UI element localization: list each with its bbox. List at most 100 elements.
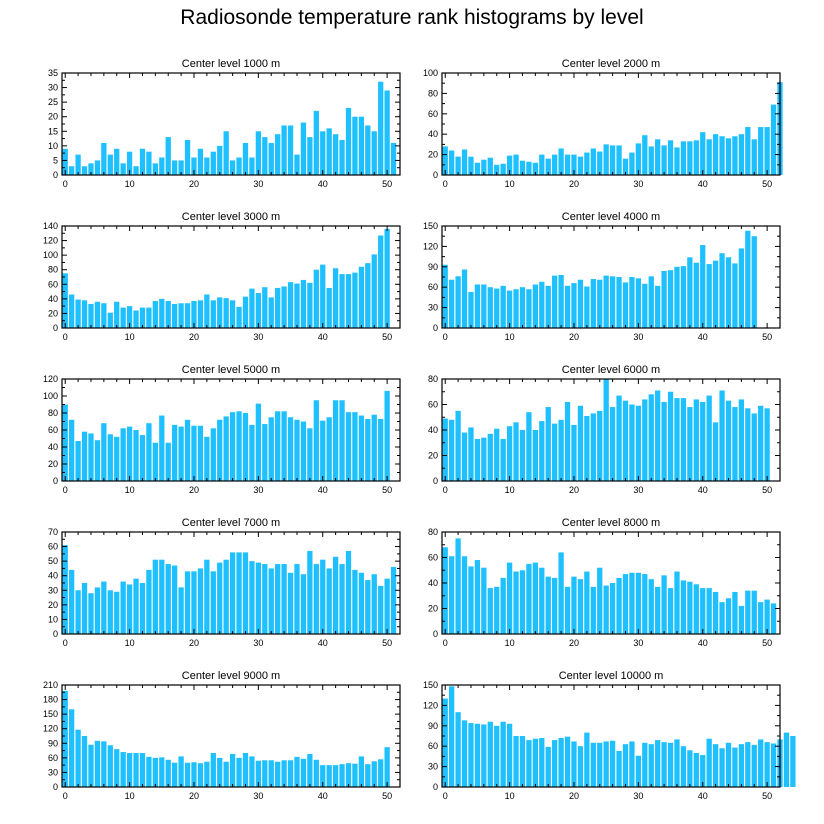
bar	[642, 742, 648, 787]
bar	[133, 578, 139, 634]
bar	[629, 572, 635, 634]
bar	[307, 137, 313, 175]
y-tick-label: 20	[48, 308, 58, 318]
y-tick-label: 150	[423, 680, 438, 690]
bar	[287, 282, 294, 328]
bar	[506, 290, 513, 328]
panel-title: Center level 7000 m	[182, 517, 280, 529]
y-tick-label: 25	[48, 97, 58, 107]
bar	[474, 438, 481, 481]
bar	[552, 275, 558, 328]
bar	[487, 287, 493, 328]
bar	[178, 756, 184, 787]
y-tick-label: 150	[423, 221, 438, 231]
bar	[481, 284, 487, 328]
bar	[603, 585, 609, 634]
bar	[107, 745, 113, 787]
bar	[242, 413, 249, 481]
x-tick-label: 10	[125, 485, 135, 495]
bar	[719, 748, 725, 787]
bar	[184, 140, 191, 175]
bar	[184, 762, 191, 787]
x-tick-label: 30	[253, 332, 263, 342]
bar	[539, 567, 545, 634]
x-tick-label: 40	[318, 179, 328, 189]
bar	[564, 586, 571, 634]
x-tick-label: 10	[125, 638, 135, 648]
bar	[725, 742, 732, 787]
y-tick-label: 0	[433, 476, 438, 486]
bar	[693, 753, 699, 787]
bar	[558, 738, 564, 787]
panel-8: Center level 8000 m 0 10 20 30 40 50 0 20 40 60 80	[428, 517, 781, 648]
bar	[751, 236, 757, 328]
bar	[751, 590, 757, 634]
bar	[184, 419, 191, 481]
bar	[320, 264, 326, 328]
bar	[539, 154, 545, 175]
bar	[635, 572, 641, 634]
bar	[332, 134, 339, 175]
bar	[378, 418, 384, 481]
bar	[770, 603, 777, 634]
y-tick-label: 40	[48, 571, 58, 581]
y-tick-label: 60	[428, 109, 438, 119]
bar	[764, 408, 770, 481]
bar	[590, 279, 596, 328]
bar	[62, 690, 68, 787]
bar	[275, 287, 281, 328]
y-tick-label: 10	[48, 141, 58, 151]
bar	[745, 590, 751, 634]
bar	[165, 759, 171, 787]
bar	[622, 158, 629, 175]
y-tick-label: 80	[428, 88, 438, 98]
bar	[513, 289, 519, 328]
bar	[307, 282, 313, 328]
y-tick-label: 60	[48, 542, 58, 552]
bar	[629, 152, 635, 175]
bar	[384, 228, 390, 328]
bar	[217, 297, 223, 328]
bar	[687, 407, 693, 481]
y-tick-label: 100	[43, 391, 58, 401]
bar	[661, 270, 667, 328]
bar	[745, 408, 751, 481]
bar	[378, 759, 384, 787]
bar	[268, 568, 274, 634]
bar	[455, 538, 461, 635]
bar	[513, 422, 519, 481]
bar	[365, 263, 371, 328]
x-tick-label: 40	[318, 485, 328, 495]
bar	[616, 750, 622, 787]
bar	[178, 587, 184, 634]
bar	[300, 758, 307, 787]
bar	[539, 738, 545, 787]
bar	[146, 423, 152, 481]
bar	[449, 279, 455, 328]
bar	[455, 276, 461, 328]
bar	[101, 142, 107, 175]
bar	[133, 166, 139, 175]
panel-title: Center level 10000 m	[559, 670, 664, 682]
bar	[487, 588, 493, 634]
bar	[384, 578, 390, 634]
panel-4: Center level 4000 m 0 10 20 30 40 50 0 30 60 90 120…	[423, 211, 781, 342]
bar	[494, 288, 500, 328]
bar	[481, 724, 487, 787]
bar	[242, 552, 249, 634]
bar	[609, 740, 616, 787]
x-tick-label: 50	[762, 332, 772, 342]
bar	[365, 580, 371, 634]
panel-10: Center level 10000 m 0 10 20 30 40 50 0 30 60 90 12…	[423, 670, 796, 801]
bar	[307, 550, 313, 634]
bar	[609, 407, 616, 481]
y-tick-label: 80	[428, 527, 438, 537]
panel-title: Center level 8000 m	[562, 517, 660, 529]
bar	[249, 561, 255, 634]
bar	[687, 141, 693, 175]
bar	[526, 161, 532, 175]
bar	[165, 442, 171, 481]
bar	[152, 559, 158, 634]
bar	[770, 743, 777, 787]
bar	[764, 127, 770, 175]
